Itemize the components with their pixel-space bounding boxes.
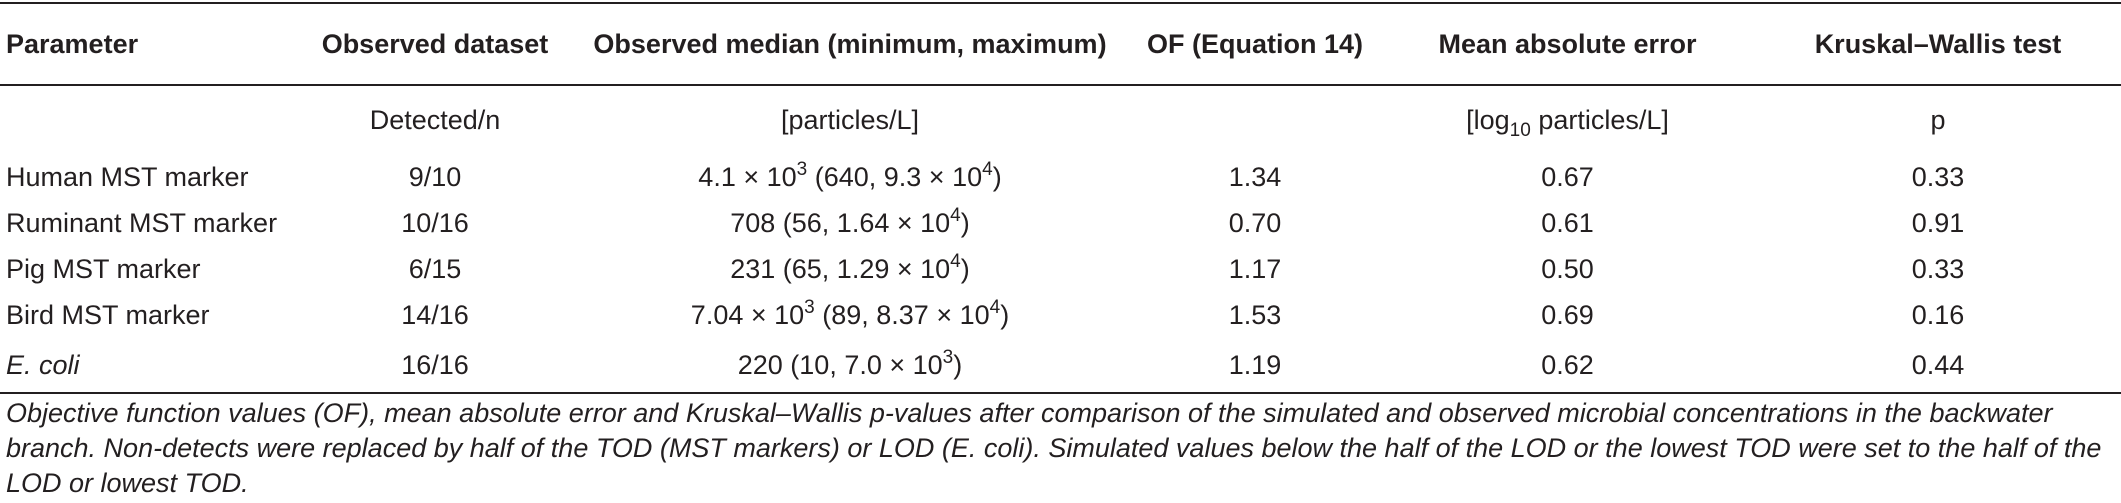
header-observed-median: Observed median (minimum, maximum) <box>570 2 1130 86</box>
median-exponent: 4 <box>950 204 961 226</box>
median-part: 7.04 × 10 <box>690 299 805 330</box>
results-table: Parameter Observed dataset Observed medi… <box>0 2 2121 394</box>
header-observed-dataset: Observed dataset <box>300 2 570 86</box>
cell-dataset: 6/15 <box>408 253 462 284</box>
median-part: 4.1 × 10 <box>698 161 797 192</box>
cell-p: 0.16 <box>1911 299 1965 330</box>
median-part: 231 (65, 1.29 × 10 <box>730 253 951 284</box>
cell-median: 7.04 × 103 (89, 8.37 × 104) <box>570 292 1130 338</box>
cell-mae: 0.62 <box>1380 338 1755 394</box>
median-exponent: 3 <box>942 346 954 368</box>
cell-p: 0.33 <box>1911 161 1965 192</box>
cell-median: 231 (65, 1.29 × 104) <box>570 246 1130 292</box>
cell-mae: 0.50 <box>1541 253 1594 284</box>
cell-parameter: Pig MST marker <box>6 253 201 284</box>
median-exponent: 4 <box>950 250 961 272</box>
median-part: ) <box>960 207 970 238</box>
cell-parameter: E. coli <box>0 338 300 394</box>
cell-mae: 0.69 <box>1541 299 1594 330</box>
table-row: Human MST marker 9/10 4.1 × 103 (640, 9.… <box>0 154 2121 200</box>
cell-median: 4.1 × 103 (640, 9.3 × 104) <box>570 154 1130 200</box>
species-name: E. coli <box>6 349 80 380</box>
median-exponent: 3 <box>804 296 815 318</box>
units-median: [particles/L] <box>780 104 920 135</box>
units-parameter <box>0 85 300 154</box>
median-part: (640, 9.3 × 10 <box>807 161 983 192</box>
cell-p: 0.44 <box>1755 338 2121 394</box>
cell-of: 1.53 <box>1228 299 1282 330</box>
median-part: ) <box>953 349 963 380</box>
units-kw: p <box>1930 104 1946 135</box>
units-mae-post: particles/L] <box>1530 104 1669 135</box>
cell-mae: 0.61 <box>1541 207 1594 238</box>
cell-p: 0.91 <box>1911 207 1965 238</box>
cell-median: 708 (56, 1.64 × 104) <box>570 200 1130 246</box>
cell-p: 0.33 <box>1911 253 1965 284</box>
median-part: ) <box>1000 299 1010 330</box>
cell-dataset: 14/16 <box>401 299 469 330</box>
cell-median: 220 (10, 7.0 × 103) <box>570 338 1130 394</box>
units-of <box>1130 85 1380 154</box>
header-row: Parameter Observed dataset Observed medi… <box>0 2 2121 86</box>
header-mean-absolute-error: Mean absolute error <box>1380 2 1755 86</box>
cell-parameter: Human MST marker <box>6 161 249 192</box>
cell-dataset: 10/16 <box>401 207 469 238</box>
cell-of: 1.34 <box>1228 161 1282 192</box>
cell-dataset: 9/10 <box>408 161 462 192</box>
median-part: ) <box>960 253 970 284</box>
units-mae-pre: [log <box>1466 104 1510 135</box>
header-parameter: Parameter <box>0 2 300 86</box>
header-of: OF (Equation 14) <box>1130 2 1380 86</box>
units-mae: [log10 particles/L] <box>1380 85 1755 154</box>
median-exponent: 3 <box>796 158 808 180</box>
units-row: Detected/n [particles/L] [log10 particle… <box>0 85 2121 154</box>
median-part: 220 (10, 7.0 × 10 <box>737 349 943 380</box>
units-mae-sub: 10 <box>1509 119 1531 141</box>
table-row: Ruminant MST marker 10/16 708 (56, 1.64 … <box>0 200 2121 246</box>
table-row: Bird MST marker 14/16 7.04 × 103 (89, 8.… <box>0 292 2121 338</box>
median-exponent: 4 <box>989 296 1001 318</box>
cell-parameter: Bird MST marker <box>6 299 210 330</box>
table-caption: Objective function values (OF), mean abs… <box>6 398 2102 498</box>
median-part: (89, 8.37 × 10 <box>814 299 990 330</box>
median-part: ) <box>992 161 1002 192</box>
median-exponent: 4 <box>982 158 993 180</box>
table-row: E. coli 16/16 220 (10, 7.0 × 103) 1.19 0… <box>0 338 2121 394</box>
cell-of: 0.70 <box>1228 207 1282 238</box>
median-part: 708 (56, 1.64 × 10 <box>730 207 951 238</box>
cell-dataset: 16/16 <box>300 338 570 394</box>
table-row: Pig MST marker 6/15 231 (65, 1.29 × 104)… <box>0 246 2121 292</box>
cell-of: 1.19 <box>1130 338 1380 394</box>
cell-parameter: Ruminant MST marker <box>6 207 278 238</box>
cell-mae: 0.67 <box>1541 161 1594 192</box>
units-dataset: Detected/n <box>369 104 501 135</box>
header-kruskal-wallis: Kruskal–Wallis test <box>1755 2 2121 86</box>
cell-of: 1.17 <box>1228 253 1282 284</box>
